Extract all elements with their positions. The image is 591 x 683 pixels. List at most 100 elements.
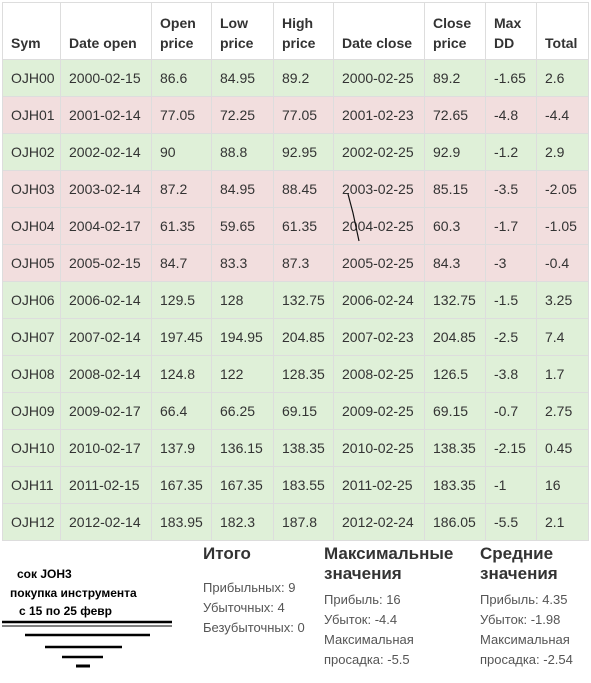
cell-total: -2.05 bbox=[536, 170, 589, 208]
cell-max-dd: -4.8 bbox=[485, 96, 537, 134]
cell-high-price: 138.35 bbox=[273, 429, 334, 467]
cell-open-price: 86.6 bbox=[151, 59, 212, 97]
header-date-close[interactable]: Date close bbox=[333, 2, 425, 60]
cell-high-price: 88.45 bbox=[273, 170, 334, 208]
avg-values-title: Средние значения bbox=[480, 544, 590, 584]
cell-date-open: 2000-02-15 bbox=[60, 59, 152, 97]
table-row: OJH05 2005-02-15 84.7 83.3 87.3 2005-02-25 84.… bbox=[2, 244, 589, 282]
cell-date-close: 2009-02-25 bbox=[333, 392, 425, 430]
cell-close-price: 138.35 bbox=[424, 429, 486, 467]
cell-date-open: 2005-02-15 bbox=[60, 244, 152, 282]
cell-sym: OJH03 bbox=[2, 170, 61, 208]
table-row: OJH04 2004-02-17 61.35 59.65 61.35 2004-02-25… bbox=[2, 207, 589, 245]
cell-date-close: 2012-02-24 bbox=[333, 503, 425, 541]
cell-date-open: 2001-02-14 bbox=[60, 96, 152, 134]
cell-open-price: 183.95 bbox=[151, 503, 212, 541]
header-total-line-1: Total bbox=[545, 35, 578, 51]
cell-total: 2.75 bbox=[536, 392, 589, 430]
cell-open-price: 129.5 bbox=[151, 281, 212, 319]
cell-high-price: 204.85 bbox=[273, 318, 334, 356]
cell-max-dd: -3 bbox=[485, 244, 537, 282]
header-row: Sym Date open Open price Low price High price Da… bbox=[2, 2, 589, 60]
table-row: OJH06 2006-02-14 129.5 128 132.75 2006-02-24 1… bbox=[2, 281, 589, 319]
cell-total: 1.7 bbox=[536, 355, 589, 393]
header-total[interactable]: Total bbox=[536, 2, 589, 60]
header-high-price[interactable]: High price bbox=[273, 2, 334, 60]
cell-date-close: 2005-02-25 bbox=[333, 244, 425, 282]
cell-close-price: 60.3 bbox=[424, 207, 486, 245]
cell-sym: OJH12 bbox=[2, 503, 61, 541]
pen-stroke-mark bbox=[347, 193, 360, 242]
cell-close-price: 89.2 bbox=[424, 59, 486, 97]
max-title-line-2: значения bbox=[324, 564, 402, 583]
header-max-dd-line-2: DD bbox=[494, 35, 515, 51]
cell-open-price: 61.35 bbox=[151, 207, 212, 245]
cell-max-dd: -1 bbox=[485, 466, 537, 504]
cell-total: 2.6 bbox=[536, 59, 589, 97]
header-close-price-line-2: price bbox=[433, 35, 467, 51]
cell-sym: OJH02 bbox=[2, 133, 61, 171]
header-high-price-line-2: price bbox=[282, 35, 316, 51]
cell-total: -0.4 bbox=[536, 244, 589, 282]
cell-date-open: 2012-02-14 bbox=[60, 503, 152, 541]
cell-open-price: 90 bbox=[151, 133, 212, 171]
cell-open-price: 84.7 bbox=[151, 244, 212, 282]
cell-max-dd: -1.5 bbox=[485, 281, 537, 319]
max-values-summary: Максимальные значения Прибыль: 16 Убыток… bbox=[324, 544, 474, 670]
cell-open-price: 77.05 bbox=[151, 96, 212, 134]
cell-high-price: 128.35 bbox=[273, 355, 334, 393]
cell-high-price: 89.2 bbox=[273, 59, 334, 97]
max-loss: Убыток: -4.4 bbox=[324, 612, 398, 627]
cell-open-price: 167.35 bbox=[151, 466, 212, 504]
header-sym-line-1: Sym bbox=[11, 35, 41, 51]
max-drawdown-value: просадка: -5.5 bbox=[324, 652, 410, 667]
cell-total: 0.45 bbox=[536, 429, 589, 467]
avg-title-line-2: значения bbox=[480, 564, 558, 583]
cell-total: -4.4 bbox=[536, 96, 589, 134]
cell-max-dd: -2.15 bbox=[485, 429, 537, 467]
header-date-open[interactable]: Date open bbox=[60, 2, 152, 60]
cell-low-price: 88.8 bbox=[211, 133, 274, 171]
cell-sym: OJH06 bbox=[2, 281, 61, 319]
cell-max-dd: -1.7 bbox=[485, 207, 537, 245]
cell-low-price: 83.3 bbox=[211, 244, 274, 282]
cell-max-dd: -1.2 bbox=[485, 133, 537, 171]
cell-open-price: 137.9 bbox=[151, 429, 212, 467]
header-sym[interactable]: Sym bbox=[2, 2, 61, 60]
cell-date-open: 2011-02-15 bbox=[60, 466, 152, 504]
max-drawdown-label: Максимальная bbox=[324, 632, 414, 647]
cell-total: 3.25 bbox=[536, 281, 589, 319]
header-max-dd[interactable]: Max DD bbox=[485, 2, 537, 60]
cell-max-dd: -0.7 bbox=[485, 392, 537, 430]
cell-close-price: 69.15 bbox=[424, 392, 486, 430]
header-low-price[interactable]: Low price bbox=[211, 2, 274, 60]
cell-max-dd: -5.5 bbox=[485, 503, 537, 541]
cell-date-close: 2008-02-25 bbox=[333, 355, 425, 393]
cell-date-open: 2008-02-14 bbox=[60, 355, 152, 393]
cell-max-dd: -3.5 bbox=[485, 170, 537, 208]
cell-open-price: 66.4 bbox=[151, 392, 212, 430]
header-open-price-line-2: price bbox=[160, 35, 194, 51]
cell-total: 7.4 bbox=[536, 318, 589, 356]
profitable-count: Прибыльных: 9 bbox=[203, 580, 296, 595]
cell-low-price: 59.65 bbox=[211, 207, 274, 245]
table-row: OJH09 2009-02-17 66.4 66.25 69.15 2009-02-25 6… bbox=[2, 392, 589, 430]
table-row: OJH00 2000-02-15 86.6 84.95 89.2 2000-02-25 89… bbox=[2, 59, 589, 97]
totals-title: Итого bbox=[203, 544, 251, 563]
avg-values-summary: Средние значения Прибыль: 4.35 Убыток: -… bbox=[480, 544, 590, 670]
table-row: OJH08 2008-02-14 124.8 122 128.35 2008-02-25 1… bbox=[2, 355, 589, 393]
header-date-open-line-1: Date open bbox=[69, 35, 137, 51]
avg-drawdown-label: Максимальная bbox=[480, 632, 570, 647]
table-row: OJH11 2011-02-15 167.35 167.35 183.55 2011-02… bbox=[2, 466, 589, 504]
cell-date-open: 2002-02-14 bbox=[60, 133, 152, 171]
header-high-price-line-1: High bbox=[282, 15, 314, 31]
cell-close-price: 85.15 bbox=[424, 170, 486, 208]
avg-loss: Убыток: -1.98 bbox=[480, 612, 561, 627]
cell-date-open: 2010-02-17 bbox=[60, 429, 152, 467]
cell-low-price: 167.35 bbox=[211, 466, 274, 504]
header-open-price[interactable]: Open price bbox=[151, 2, 212, 60]
cell-low-price: 182.3 bbox=[211, 503, 274, 541]
header-date-close-line-1: Date close bbox=[342, 35, 413, 51]
header-close-price[interactable]: Close price bbox=[424, 2, 486, 60]
cell-high-price: 132.75 bbox=[273, 281, 334, 319]
